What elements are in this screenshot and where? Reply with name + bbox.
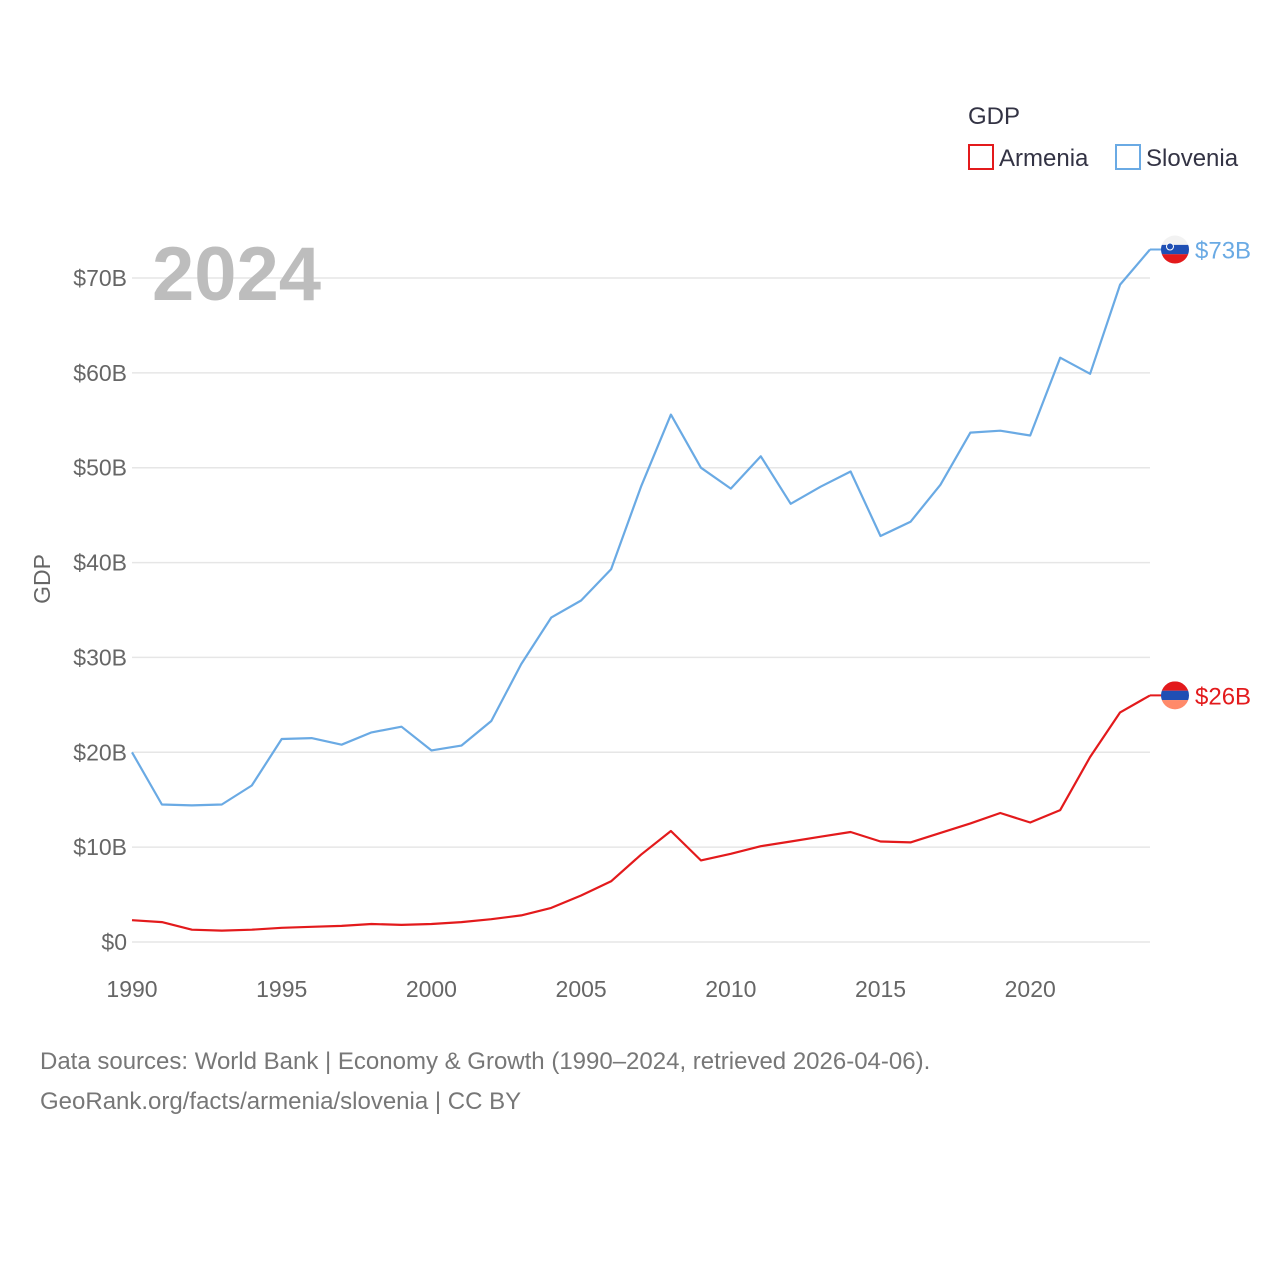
legend-label-armenia: Armenia <box>999 145 1089 172</box>
gridlines <box>132 277 1150 943</box>
x-tick-label: 2005 <box>556 976 607 1002</box>
y-tick-label: $40B <box>73 550 127 576</box>
x-axis-ticks: 1990 1995 2000 2005 2010 2015 2020 <box>106 976 1055 1002</box>
x-tick-label: 1995 <box>256 976 307 1002</box>
x-tick-label: 2000 <box>406 976 457 1002</box>
y-axis-title: GDP <box>29 554 55 604</box>
legend: GDP Armenia Slovenia <box>968 103 1239 172</box>
y-tick-label: $20B <box>73 739 127 765</box>
y-tick-label: $70B <box>73 265 127 291</box>
x-tick-label: 1990 <box>106 976 157 1002</box>
legend-swatch-slovenia <box>1115 144 1141 170</box>
footer-link[interactable]: GeoRank.org/facts/armenia/slovenia | CC … <box>40 1088 522 1115</box>
flag-icon-armenia <box>1161 681 1189 710</box>
legend-item-slovenia[interactable]: Slovenia <box>1115 144 1239 172</box>
legend-label-slovenia: Slovenia <box>1146 145 1239 172</box>
x-tick-label: 2010 <box>705 976 756 1002</box>
legend-swatch-armenia <box>968 144 994 170</box>
end-markers: $26B $73B <box>1161 235 1251 710</box>
series-line-slovenia[interactable] <box>131 248 1151 807</box>
y-tick-label: $30B <box>73 644 127 670</box>
y-tick-label: $50B <box>73 455 127 481</box>
y-tick-label: $0 <box>101 929 127 955</box>
legend-title: GDP <box>968 103 1020 130</box>
y-tick-label: $60B <box>73 360 127 386</box>
series-line-armenia[interactable] <box>131 694 1151 932</box>
end-value-label-slovenia: $73B <box>1195 238 1251 265</box>
end-value-label-armenia: $26B <box>1195 683 1251 710</box>
x-tick-label: 2020 <box>1005 976 1056 1002</box>
footer-sources: Data sources: World Bank | Economy & Gro… <box>40 1048 931 1075</box>
year-label: 2024 <box>152 232 321 317</box>
flag-icon-slovenia <box>1161 235 1189 264</box>
y-tick-label: $10B <box>73 834 127 860</box>
legend-item-armenia[interactable]: Armenia <box>968 144 1089 172</box>
x-tick-label: 2015 <box>855 976 906 1002</box>
footer: Data sources: World Bank | Economy & Gro… <box>40 1042 930 1122</box>
y-axis-ticks: $0 $10B $20B $30B $40B $50B $60B $70B <box>73 265 127 955</box>
series-lines <box>131 248 1175 932</box>
gdp-line-chart: $0 $10B $20B $30B $40B $50B $60B $70B 1990 1995 2… <box>29 103 1251 1002</box>
